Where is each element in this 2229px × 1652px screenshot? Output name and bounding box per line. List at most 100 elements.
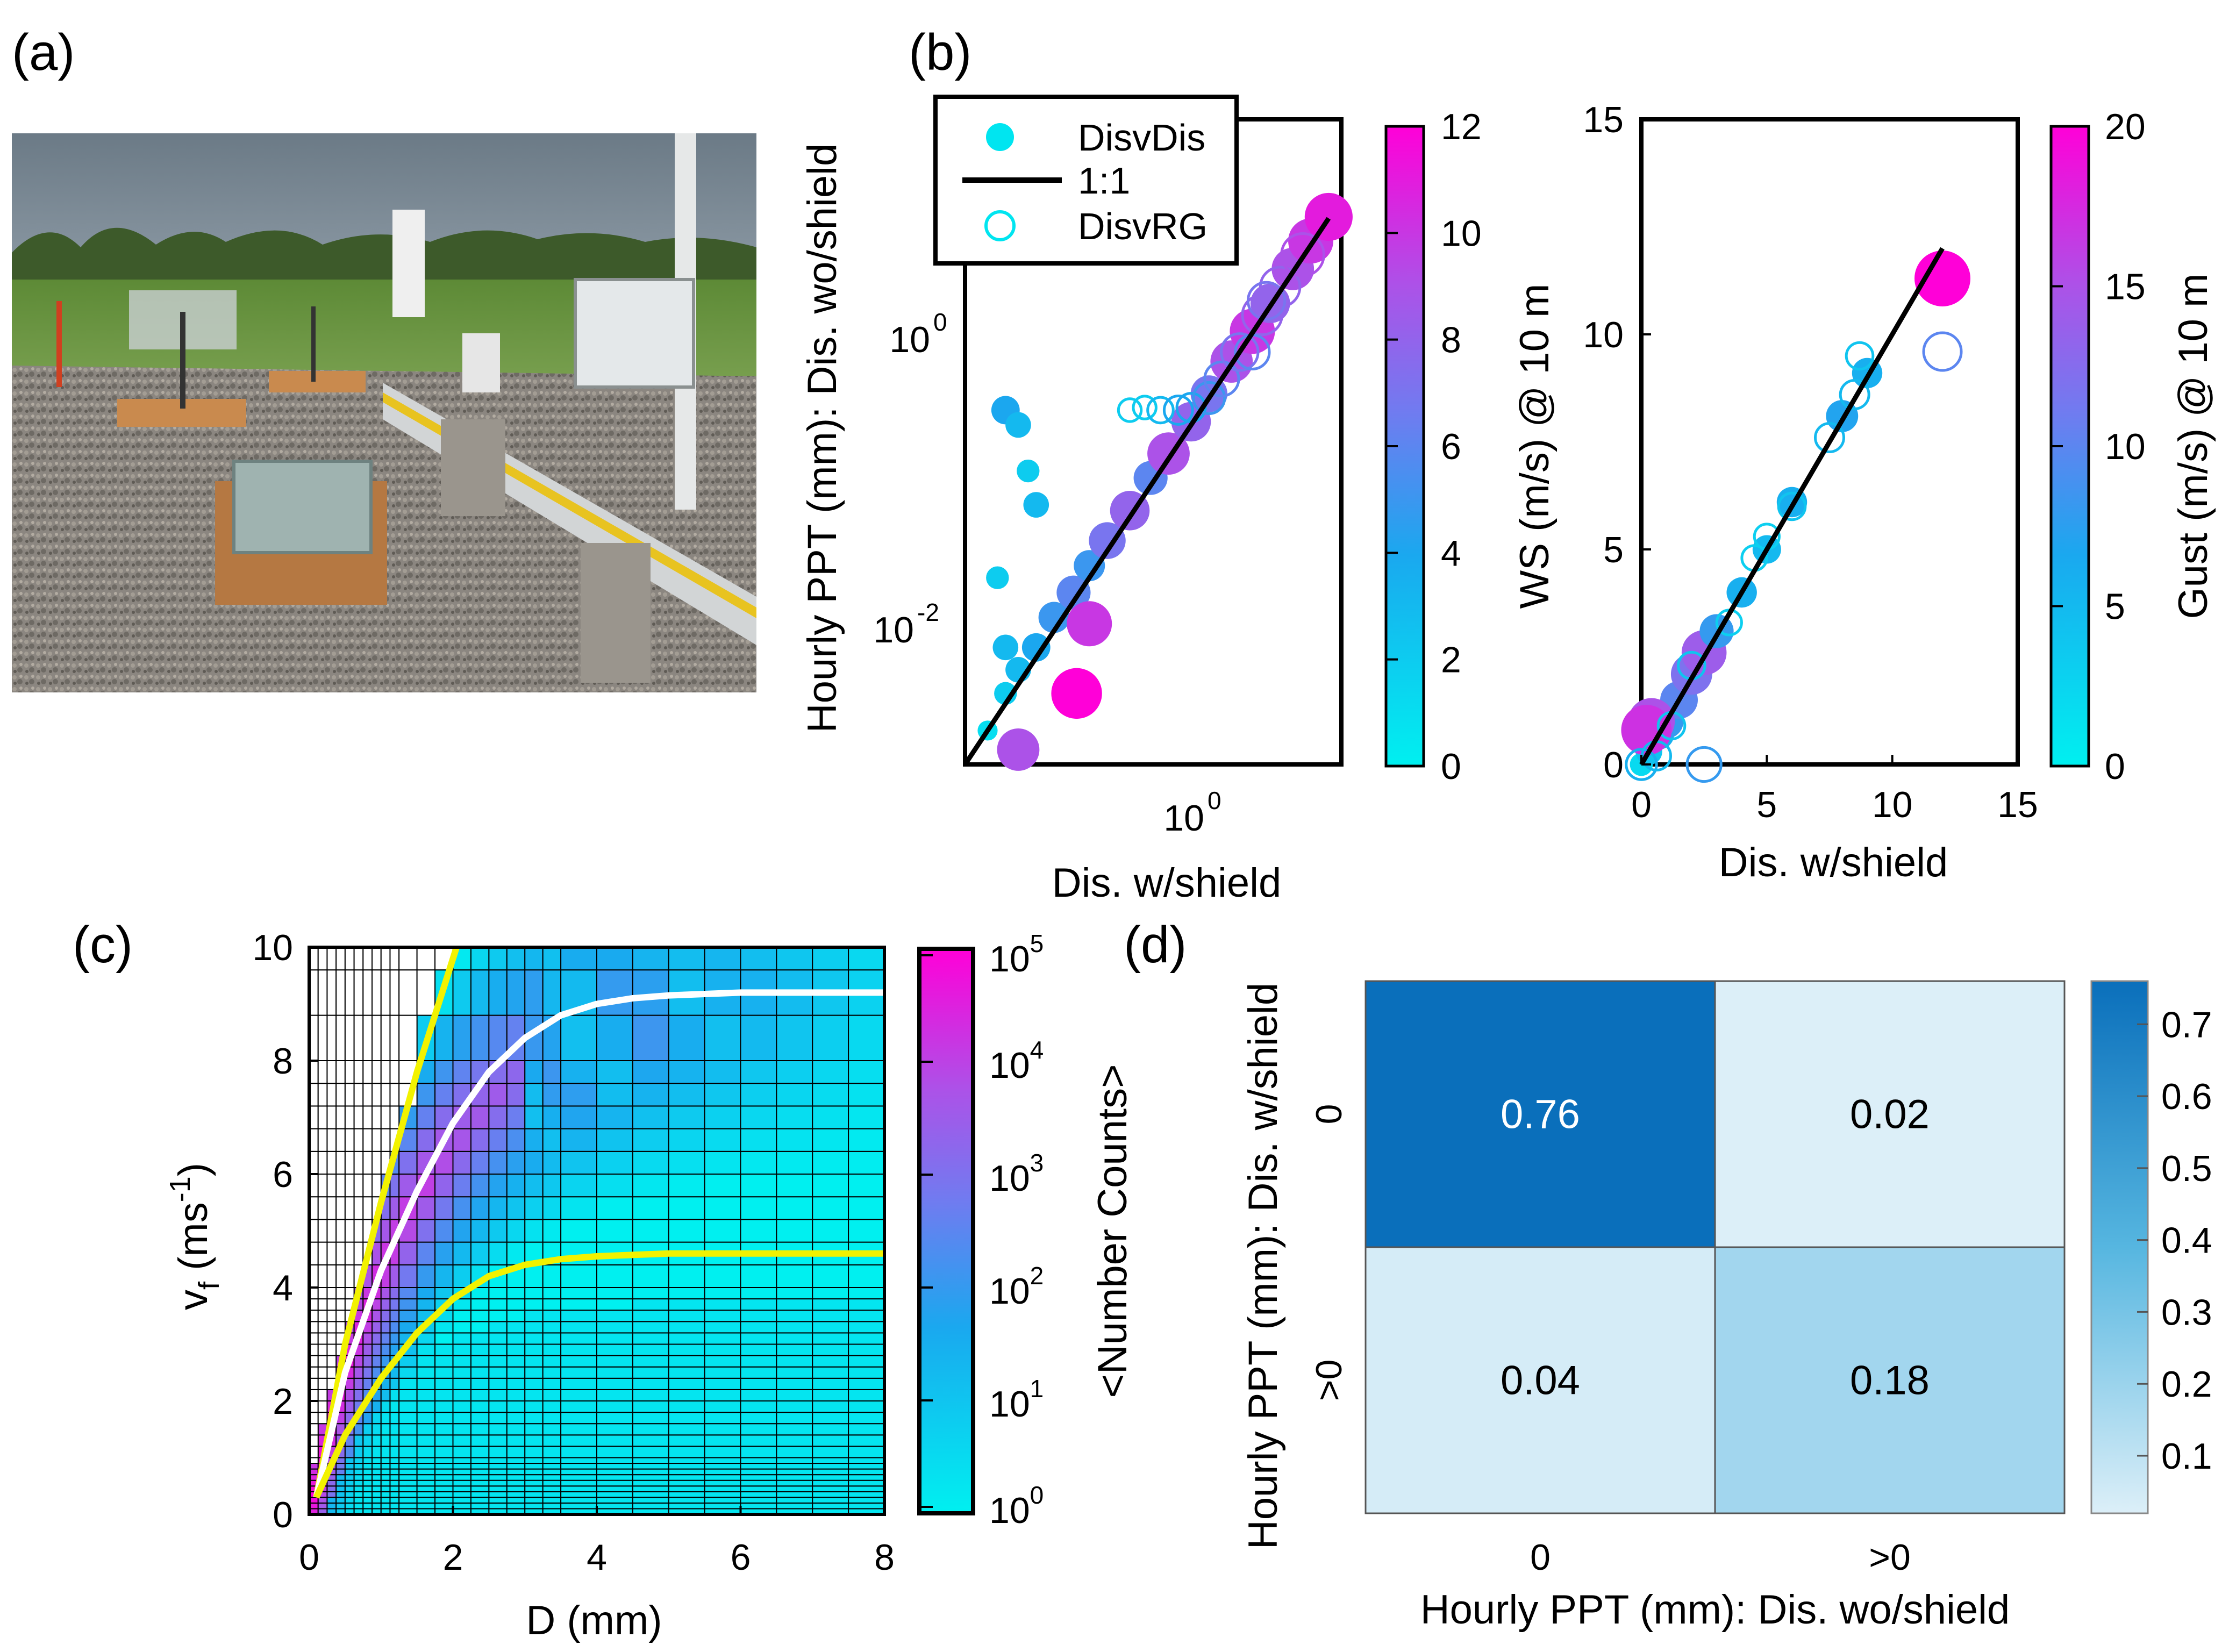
heatmap-cell xyxy=(740,1060,777,1084)
heatmap-cell xyxy=(416,1366,436,1379)
heatmap-cell xyxy=(434,1479,454,1487)
heatmap-cell xyxy=(452,1332,471,1345)
empty-cell xyxy=(380,969,391,1016)
heatmap-cell xyxy=(434,1497,454,1504)
heatmap-cell xyxy=(380,1485,391,1492)
heatmap-cell xyxy=(668,1485,705,1492)
heatmap-cell xyxy=(560,1497,597,1504)
heatmap-cell xyxy=(704,1219,741,1243)
heatmap-cell xyxy=(704,1446,741,1458)
heatmap-cell xyxy=(542,1083,562,1107)
heatmap-cell xyxy=(398,1400,418,1413)
empty-cell xyxy=(380,1083,391,1107)
heatmap-cell xyxy=(506,1174,526,1198)
heatmap-cell xyxy=(848,1105,885,1129)
heatmap-cell xyxy=(380,1491,391,1498)
heatmap-cell xyxy=(506,1502,526,1510)
empty-cell xyxy=(317,1377,328,1390)
b-left-xtick-1-exp: 0 xyxy=(1208,786,1221,814)
heatmap-cell xyxy=(668,1219,705,1243)
heatmap-cell xyxy=(470,1310,490,1322)
heatmap-cell xyxy=(560,1321,597,1334)
curve-upper-bound xyxy=(313,946,460,1498)
empty-cell xyxy=(362,969,373,1016)
empty-cell xyxy=(326,1298,337,1311)
b-left-colorbar-tick-label: 8 xyxy=(1441,320,1461,361)
heatmap-cell xyxy=(416,1287,436,1300)
empty-cell xyxy=(317,1174,328,1198)
empty-cell xyxy=(335,1174,346,1198)
heatmap-cell xyxy=(704,1479,741,1487)
heatmap-cell xyxy=(776,1060,813,1084)
heatmap-cell xyxy=(668,1128,705,1152)
heatmap-cell xyxy=(632,1083,669,1107)
heatmap-cell xyxy=(398,1366,418,1379)
heatmap-cell xyxy=(452,1412,471,1425)
heatmap-cell xyxy=(740,1389,777,1401)
heatmap-cell xyxy=(740,1446,777,1458)
heatmap-cell xyxy=(704,1014,741,1061)
heatmap-cell xyxy=(506,1497,526,1504)
heatmap-cell xyxy=(812,1457,849,1464)
heatmap-cell xyxy=(560,1264,597,1289)
heatmap-cell xyxy=(434,1377,454,1390)
heatmap-cell xyxy=(380,1497,391,1504)
heatmap-cell xyxy=(353,1434,364,1447)
heatmap-cell xyxy=(632,1502,669,1510)
heatmap-cell xyxy=(344,1389,355,1401)
chart-c: 0 2 4 6 8 0 2 4 6 8 10 D (mm) vf (ms-1) 100 101 102 1… xyxy=(164,927,1135,1643)
heatmap-cell xyxy=(488,1423,508,1436)
heatmap-cell xyxy=(470,1474,490,1481)
disvrg-point xyxy=(1839,379,1870,410)
heatmap-cell xyxy=(848,1502,885,1510)
b-right-colorbar-label: Gust (m/s) @ 10 m xyxy=(2170,274,2216,619)
heatmap-cell xyxy=(488,1463,508,1470)
heatmap-cell xyxy=(542,1434,562,1447)
heatmap-cell xyxy=(596,1502,633,1510)
empty-cell xyxy=(344,1128,355,1152)
heatmap-cell xyxy=(488,1343,508,1356)
heatmap-cell xyxy=(812,1355,849,1368)
empty-cell xyxy=(344,1287,355,1300)
heatmap-cell xyxy=(596,1377,633,1390)
heatmap-cell xyxy=(524,1287,544,1300)
heatmap-cell xyxy=(596,1400,633,1413)
heatmap-cell xyxy=(416,1457,436,1464)
heatmap-cell xyxy=(344,1400,355,1413)
heatmap-cell xyxy=(776,1083,813,1107)
heatmap-cell xyxy=(596,1060,633,1084)
heatmap-cell xyxy=(524,1196,544,1220)
heatmap-cell xyxy=(632,1366,669,1379)
heatmap-cell xyxy=(812,1264,849,1289)
d-colorbar-tick-label: 0.5 xyxy=(2161,1148,2212,1189)
b-left-colorbar-tick-label: 10 xyxy=(1441,213,1482,254)
heatmap-cell xyxy=(353,1423,364,1436)
heatmap-cell xyxy=(506,1446,526,1458)
heatmap-cell xyxy=(416,1105,436,1129)
heatmap-cell xyxy=(704,1457,741,1464)
heatmap-cell xyxy=(353,1355,364,1368)
b-left-ytick-1-exp: 0 xyxy=(933,308,947,336)
heatmap-cell xyxy=(362,1434,373,1447)
heatmap-cell xyxy=(704,1468,741,1476)
empty-cell xyxy=(389,1014,400,1061)
heatmap-cell xyxy=(776,1343,813,1356)
heatmap-cell xyxy=(416,1434,436,1447)
heatmap-cell xyxy=(434,1502,454,1510)
heatmap-cell xyxy=(434,1400,454,1413)
heatmap-cell xyxy=(812,1105,849,1129)
b-left-colorbar-tick-label: 6 xyxy=(1441,426,1461,467)
empty-cell xyxy=(317,1287,328,1300)
heatmap-cell xyxy=(470,1105,490,1129)
d-colorbar-tick-label: 0.3 xyxy=(2161,1292,2212,1333)
heatmap-cell xyxy=(524,1485,544,1492)
empty-cell xyxy=(372,1150,382,1175)
heatmap-cell xyxy=(740,1434,777,1447)
heatmap-cell xyxy=(812,1150,849,1175)
empty-cell xyxy=(362,1083,373,1107)
heatmap-cell xyxy=(704,1497,741,1504)
b-left-xlabel: Dis. w/shield xyxy=(1052,860,1282,906)
heatmap-cell xyxy=(668,1310,705,1322)
heatmap-cell xyxy=(416,1196,436,1220)
empty-cell xyxy=(335,969,346,1016)
